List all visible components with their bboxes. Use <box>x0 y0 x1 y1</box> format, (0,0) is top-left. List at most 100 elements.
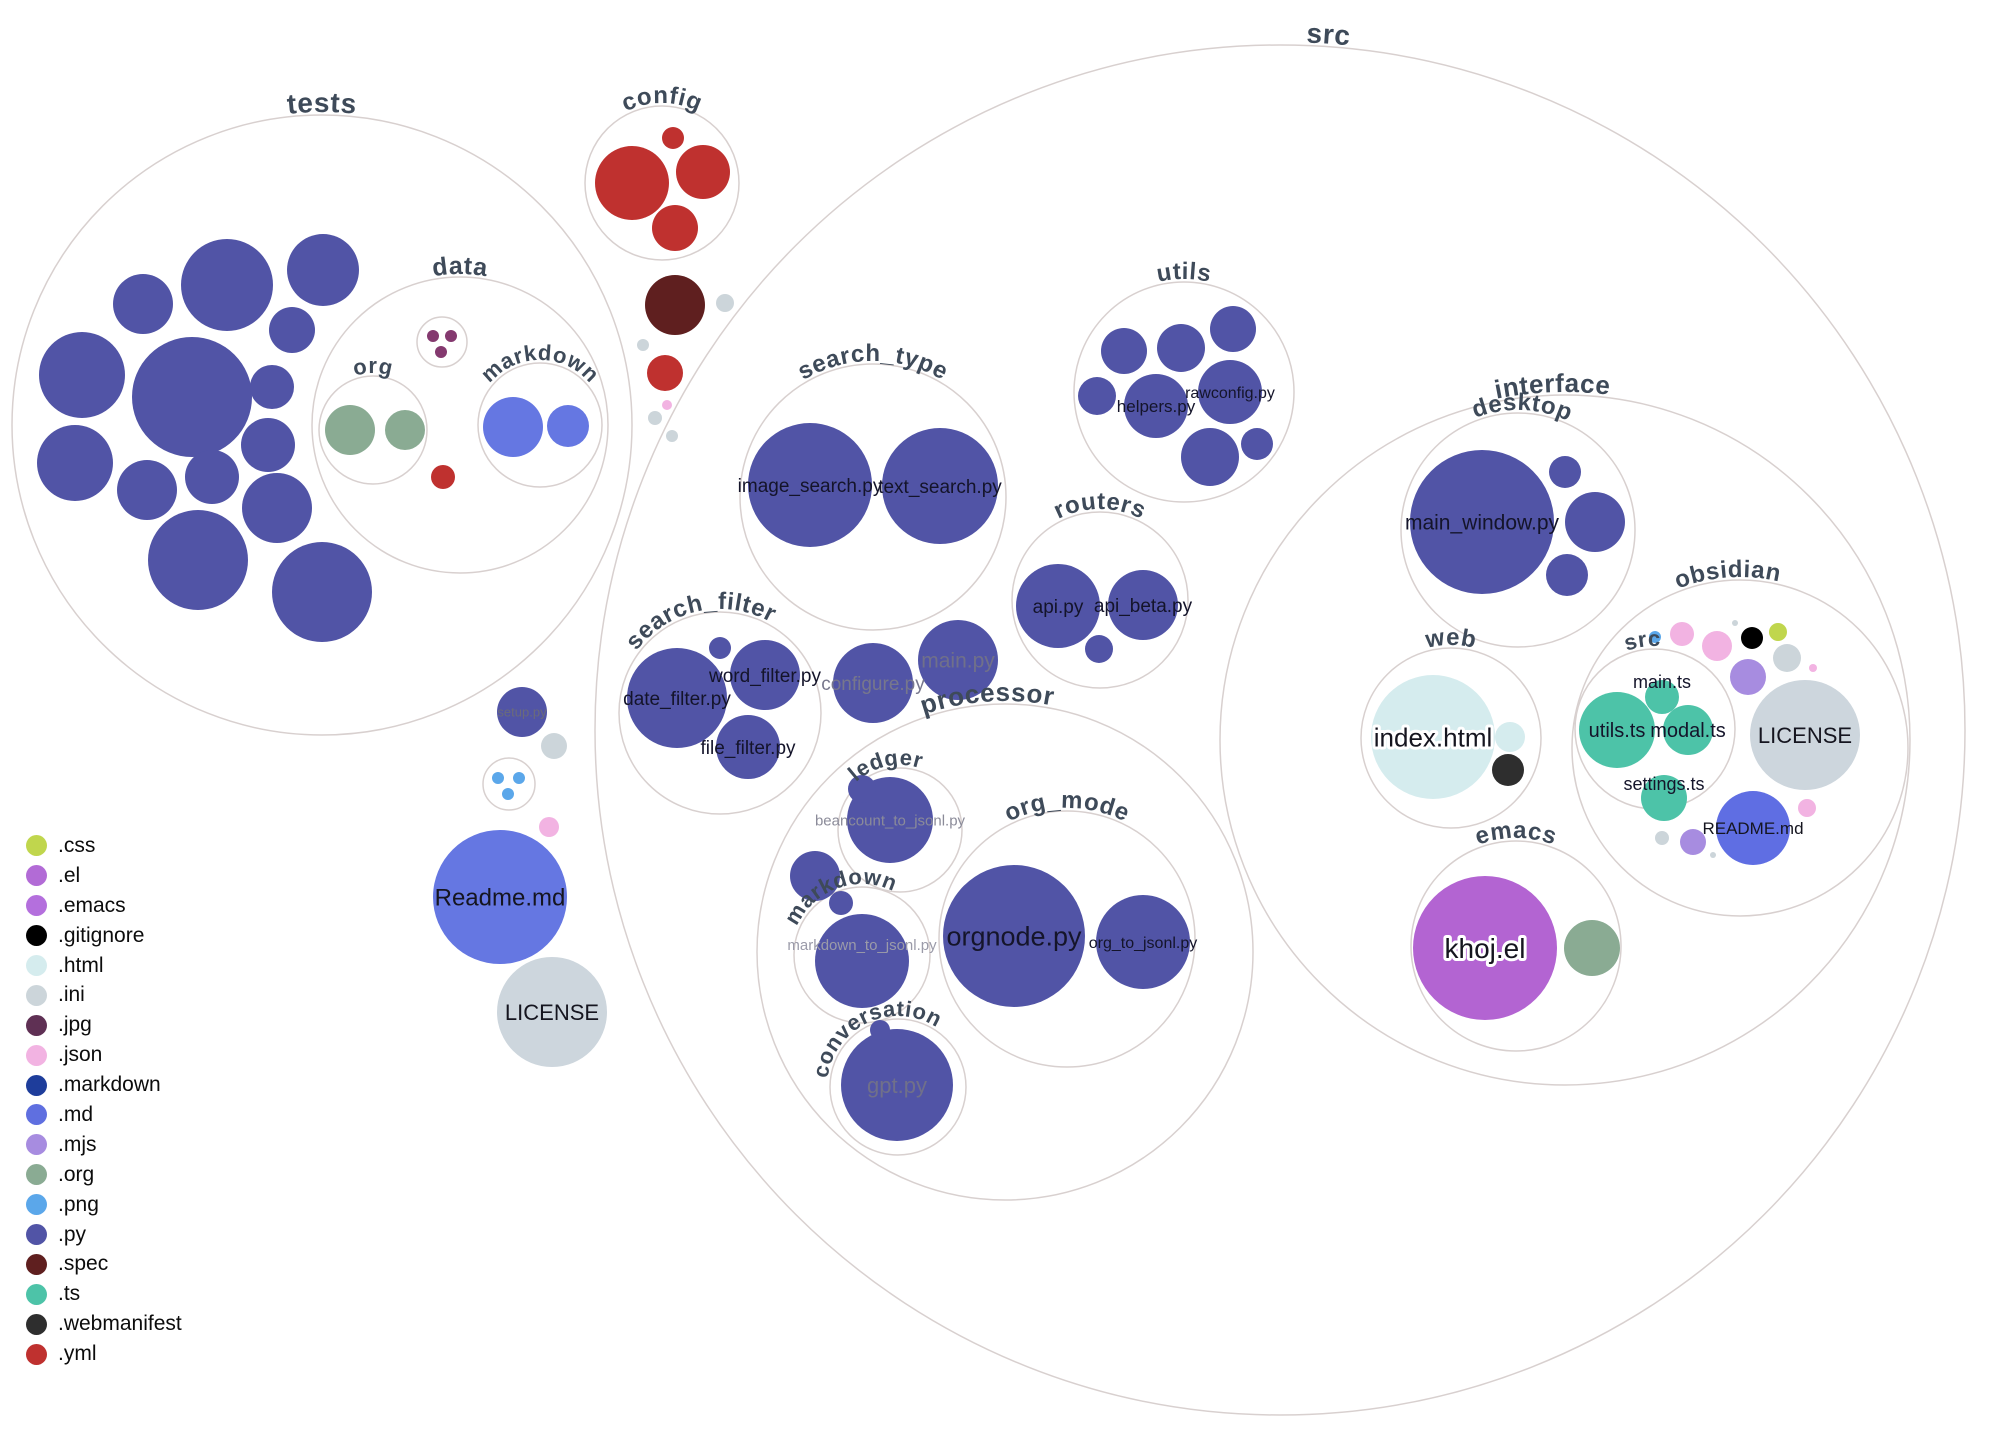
folder-circle-markdown[interactable] <box>477 362 603 488</box>
file-circle-file_filter.py[interactable] <box>716 715 780 779</box>
folder-circle-ledger[interactable] <box>837 767 963 893</box>
yml-file-circle[interactable] <box>647 355 683 391</box>
file-circle-settings.ts[interactable] <box>1641 775 1687 821</box>
jpg-file-circle[interactable] <box>445 330 457 342</box>
png-file-circle[interactable] <box>502 788 514 800</box>
org-file-circle[interactable] <box>325 405 375 455</box>
folder-circle-data[interactable] <box>311 276 609 574</box>
file-circle-orgnode.py[interactable] <box>943 865 1085 1007</box>
json-file-circle[interactable] <box>1670 622 1694 646</box>
yml-file-circle[interactable] <box>676 145 730 199</box>
yml-file-circle[interactable] <box>431 465 455 489</box>
file-circle-configure.py[interactable] <box>833 643 913 723</box>
ini-file-circle[interactable] <box>1655 831 1669 845</box>
png-file-circle[interactable] <box>1649 631 1661 643</box>
spec-file-circle[interactable] <box>645 275 705 335</box>
py-file-circle[interactable] <box>132 337 252 457</box>
folder-circle-utils[interactable] <box>1073 281 1295 503</box>
file-circle-text_search.py[interactable] <box>882 428 998 544</box>
py-file-circle[interactable] <box>250 365 294 409</box>
file-circle-README.md[interactable] <box>1716 791 1790 865</box>
file-circle-setup.py[interactable] <box>497 687 547 737</box>
folder-circle-src[interactable] <box>594 44 1966 1416</box>
ini-file-circle[interactable] <box>637 339 649 351</box>
json-file-circle[interactable] <box>539 817 559 837</box>
file-circle-khoj.el[interactable] <box>1413 876 1557 1020</box>
file-circle-modal.ts[interactable] <box>1663 705 1713 755</box>
mjs-file-circle[interactable] <box>1680 829 1706 855</box>
file-circle-main_window.py[interactable] <box>1410 450 1554 594</box>
file-circle-api.py[interactable] <box>1016 564 1100 648</box>
png-file-circle[interactable] <box>492 772 504 784</box>
py-file-circle[interactable] <box>848 775 876 803</box>
ini-file-circle[interactable] <box>1773 644 1801 672</box>
folder-circle-processor[interactable] <box>756 703 1254 1201</box>
py-file-circle[interactable] <box>1210 306 1256 352</box>
py-file-circle[interactable] <box>709 637 731 659</box>
folder-circle-routers[interactable] <box>1011 511 1189 689</box>
folder-circle-search_filter[interactable] <box>618 611 822 815</box>
folder-circle-conversation[interactable] <box>829 1018 967 1156</box>
py-file-circle[interactable] <box>1549 456 1581 488</box>
file-circle-markdown_to_jsonl.py[interactable] <box>815 914 909 1008</box>
mjs-file-circle[interactable] <box>1730 659 1766 695</box>
org-file-circle[interactable] <box>1564 920 1620 976</box>
py-file-circle[interactable] <box>1565 492 1625 552</box>
py-file-circle[interactable] <box>269 307 315 353</box>
folder-circle-group[interactable] <box>482 757 536 811</box>
folder-circle-interface[interactable] <box>1219 394 1911 1086</box>
py-file-circle[interactable] <box>272 542 372 642</box>
py-file-circle[interactable] <box>287 234 359 306</box>
py-file-circle[interactable] <box>1546 554 1588 596</box>
py-file-circle[interactable] <box>113 274 173 334</box>
folder-circle-tests[interactable] <box>11 114 633 736</box>
md-file-circle[interactable] <box>547 405 589 447</box>
py-file-circle[interactable] <box>1241 428 1273 460</box>
py-file-circle[interactable] <box>1101 328 1147 374</box>
jpg-file-circle[interactable] <box>435 346 447 358</box>
folder-circle-desktop[interactable] <box>1400 412 1636 648</box>
py-file-circle[interactable] <box>1157 324 1205 372</box>
ini-file-circle[interactable] <box>648 411 662 425</box>
file-circle-image_search.py[interactable] <box>748 423 872 547</box>
css-file-circle[interactable] <box>1769 623 1787 641</box>
ini-file-circle[interactable] <box>1732 620 1738 626</box>
file-circle-utils.ts[interactable] <box>1579 692 1655 768</box>
md-file-circle[interactable] <box>483 397 543 457</box>
webmanifest-file-circle[interactable] <box>1492 754 1524 786</box>
file-circle-index.html[interactable] <box>1371 675 1495 799</box>
file-circle-main.py[interactable] <box>918 620 998 700</box>
folder-circle-obsidian[interactable] <box>1571 579 1909 917</box>
py-file-circle[interactable] <box>1078 377 1116 415</box>
folder-circle-config[interactable] <box>584 105 740 261</box>
yml-file-circle[interactable] <box>652 205 698 251</box>
ini-file-circle[interactable] <box>716 294 734 312</box>
py-file-circle[interactable] <box>39 332 125 418</box>
file-circle-word_filter.py[interactable] <box>730 640 800 710</box>
ini-file-circle[interactable] <box>1710 852 1716 858</box>
py-file-circle[interactable] <box>181 239 273 331</box>
folder-circle-markdown[interactable] <box>793 886 931 1024</box>
file-circle-api_beta.py[interactable] <box>1108 570 1178 640</box>
file-circle-gpt.py[interactable] <box>841 1029 953 1141</box>
py-file-circle[interactable] <box>870 1020 890 1040</box>
py-file-circle[interactable] <box>148 510 248 610</box>
json-file-circle[interactable] <box>662 400 672 410</box>
file-circle-org_to_jsonl.py[interactable] <box>1096 895 1190 989</box>
folder-circle-search_type[interactable] <box>739 363 1007 631</box>
json-file-circle[interactable] <box>1702 631 1732 661</box>
json-file-circle[interactable] <box>1809 664 1817 672</box>
py-file-circle[interactable] <box>1085 635 1113 663</box>
py-file-circle[interactable] <box>829 891 853 915</box>
py-file-circle[interactable] <box>242 473 312 543</box>
file-circle-LICENSE[interactable] <box>497 957 607 1067</box>
file-circle-rawconfig.py[interactable] <box>1198 360 1262 424</box>
py-file-circle[interactable] <box>241 418 295 472</box>
yml-file-circle[interactable] <box>595 146 669 220</box>
org-file-circle[interactable] <box>385 410 425 450</box>
file-circle-LICENSE[interactable] <box>1750 680 1860 790</box>
py-file-circle[interactable] <box>185 450 239 504</box>
file-circle-helpers.py[interactable] <box>1124 374 1188 438</box>
file-circle-Readme.md[interactable] <box>433 830 567 964</box>
file-circle-main.ts[interactable] <box>1645 680 1679 714</box>
